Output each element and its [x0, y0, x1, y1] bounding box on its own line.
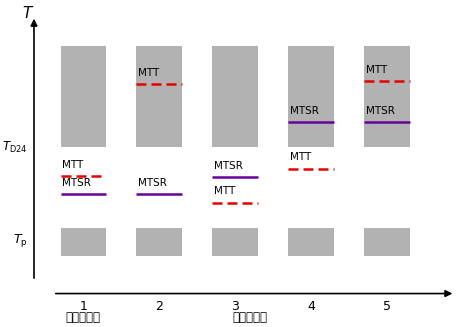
Text: $T_{\mathrm{D24}}$: $T_{\mathrm{D24}}$: [2, 140, 28, 155]
Text: 3: 3: [231, 300, 239, 313]
Text: $T_{\mathrm{p}}$: $T_{\mathrm{p}}$: [13, 232, 28, 249]
Text: 危险度级别: 危险度级别: [66, 311, 101, 324]
Text: MTSR: MTSR: [62, 178, 91, 187]
Text: 5: 5: [383, 300, 391, 313]
Text: MTT: MTT: [138, 68, 159, 78]
Bar: [364, 228, 410, 256]
Bar: [213, 46, 258, 147]
Text: MTT: MTT: [62, 160, 83, 170]
Text: MTSR: MTSR: [365, 106, 394, 115]
Text: MTSR: MTSR: [214, 161, 243, 171]
Text: MTSR: MTSR: [138, 178, 167, 187]
Bar: [60, 46, 106, 147]
Text: $T$: $T$: [22, 5, 34, 21]
Bar: [288, 228, 334, 256]
Text: MTT: MTT: [365, 65, 387, 75]
Bar: [364, 46, 410, 147]
Bar: [136, 228, 182, 256]
Bar: [213, 228, 258, 256]
Text: MTT: MTT: [214, 186, 235, 196]
Bar: [288, 46, 334, 147]
Bar: [136, 46, 182, 147]
Text: 1: 1: [79, 300, 87, 313]
Text: MTT: MTT: [290, 152, 311, 162]
Text: 2: 2: [155, 300, 163, 313]
Text: 4: 4: [307, 300, 315, 313]
Text: MTSR: MTSR: [290, 106, 319, 115]
Bar: [60, 228, 106, 256]
Text: 危险度增加: 危险度增加: [233, 311, 268, 324]
